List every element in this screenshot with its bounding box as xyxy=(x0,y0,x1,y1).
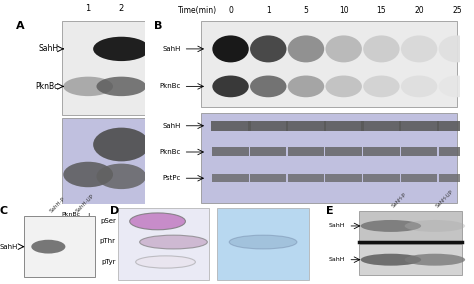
Ellipse shape xyxy=(136,256,195,268)
Bar xyxy=(250,147,286,156)
Bar xyxy=(401,174,438,182)
Text: PstPᴄ: PstPᴄ xyxy=(162,175,181,181)
Ellipse shape xyxy=(363,76,400,97)
Ellipse shape xyxy=(31,240,65,254)
Bar xyxy=(201,21,457,107)
Ellipse shape xyxy=(212,76,249,97)
Bar xyxy=(399,121,439,131)
Text: SahH-UP: SahH-UP xyxy=(75,193,95,214)
Bar xyxy=(363,174,400,182)
Bar xyxy=(288,147,324,156)
Ellipse shape xyxy=(93,37,149,61)
Text: PknBᴄ: PknBᴄ xyxy=(159,83,181,89)
Bar xyxy=(288,174,324,182)
Ellipse shape xyxy=(438,36,474,62)
Text: 2: 2 xyxy=(118,4,124,13)
Ellipse shape xyxy=(438,76,474,97)
Bar xyxy=(62,118,145,204)
Bar xyxy=(324,121,364,131)
Text: SahH: SahH xyxy=(162,46,181,52)
Text: SahH-P: SahH-P xyxy=(48,196,66,214)
Ellipse shape xyxy=(212,36,249,62)
Ellipse shape xyxy=(250,76,286,97)
Ellipse shape xyxy=(130,213,185,230)
Text: pThr: pThr xyxy=(100,238,116,244)
Bar xyxy=(248,121,288,131)
Text: PknBᴄ: PknBᴄ xyxy=(35,82,58,91)
Ellipse shape xyxy=(326,36,362,62)
Text: SahH: SahH xyxy=(38,44,58,53)
Text: +: + xyxy=(118,223,125,232)
Ellipse shape xyxy=(401,36,438,62)
Text: SahH: SahH xyxy=(62,223,78,228)
Text: 1: 1 xyxy=(85,4,91,13)
Ellipse shape xyxy=(288,36,324,62)
Ellipse shape xyxy=(140,235,207,249)
Bar xyxy=(210,121,251,131)
Text: 1: 1 xyxy=(266,6,271,15)
Ellipse shape xyxy=(405,220,465,232)
Bar xyxy=(250,174,286,182)
Text: −: − xyxy=(85,223,91,232)
Bar xyxy=(401,147,438,156)
Bar xyxy=(437,121,474,131)
Bar xyxy=(359,244,462,275)
Text: Time(min): Time(min) xyxy=(178,6,217,15)
Text: A: A xyxy=(16,21,25,31)
Text: 25: 25 xyxy=(452,6,462,15)
Bar xyxy=(361,121,401,131)
Text: 10: 10 xyxy=(339,6,348,15)
Text: 20: 20 xyxy=(414,6,424,15)
Ellipse shape xyxy=(405,254,465,266)
Bar xyxy=(326,174,362,182)
Text: SahH: SahH xyxy=(329,257,346,262)
Bar xyxy=(201,113,457,202)
Ellipse shape xyxy=(363,36,400,62)
Text: 15: 15 xyxy=(377,6,386,15)
Ellipse shape xyxy=(361,254,421,266)
Text: SahH: SahH xyxy=(162,123,181,129)
Text: 0: 0 xyxy=(228,6,233,15)
Ellipse shape xyxy=(93,128,149,161)
Ellipse shape xyxy=(97,164,146,189)
Text: pSer: pSer xyxy=(100,218,116,224)
Ellipse shape xyxy=(288,76,324,97)
Bar xyxy=(286,121,326,131)
Text: E: E xyxy=(326,206,334,216)
Ellipse shape xyxy=(401,76,438,97)
Bar xyxy=(212,174,249,182)
Ellipse shape xyxy=(97,77,146,96)
Ellipse shape xyxy=(229,235,297,249)
Bar xyxy=(363,147,400,156)
Bar xyxy=(24,216,95,277)
Text: PknBᴄ: PknBᴄ xyxy=(159,149,181,155)
Ellipse shape xyxy=(361,220,421,232)
Ellipse shape xyxy=(250,36,286,62)
Text: B: B xyxy=(154,21,163,31)
Bar xyxy=(438,147,474,156)
Bar xyxy=(118,208,210,280)
Text: 5: 5 xyxy=(303,6,309,15)
Bar xyxy=(217,208,309,280)
Bar xyxy=(438,174,474,182)
Bar xyxy=(62,21,145,114)
Ellipse shape xyxy=(326,76,362,97)
Text: PknBᴄ: PknBᴄ xyxy=(62,212,81,217)
Text: SahH-UP: SahH-UP xyxy=(435,189,455,209)
Text: +: + xyxy=(118,212,125,221)
Text: +: + xyxy=(85,212,91,221)
Ellipse shape xyxy=(64,162,113,187)
Text: C: C xyxy=(0,206,8,216)
Text: pTyr: pTyr xyxy=(101,259,116,265)
Bar xyxy=(212,147,249,156)
Text: SahH-P: SahH-P xyxy=(391,192,408,209)
Text: D: D xyxy=(110,206,119,216)
Ellipse shape xyxy=(64,77,113,96)
Text: SahH: SahH xyxy=(329,224,346,228)
Text: SahH: SahH xyxy=(0,244,18,250)
Bar xyxy=(359,211,462,241)
Bar xyxy=(326,147,362,156)
